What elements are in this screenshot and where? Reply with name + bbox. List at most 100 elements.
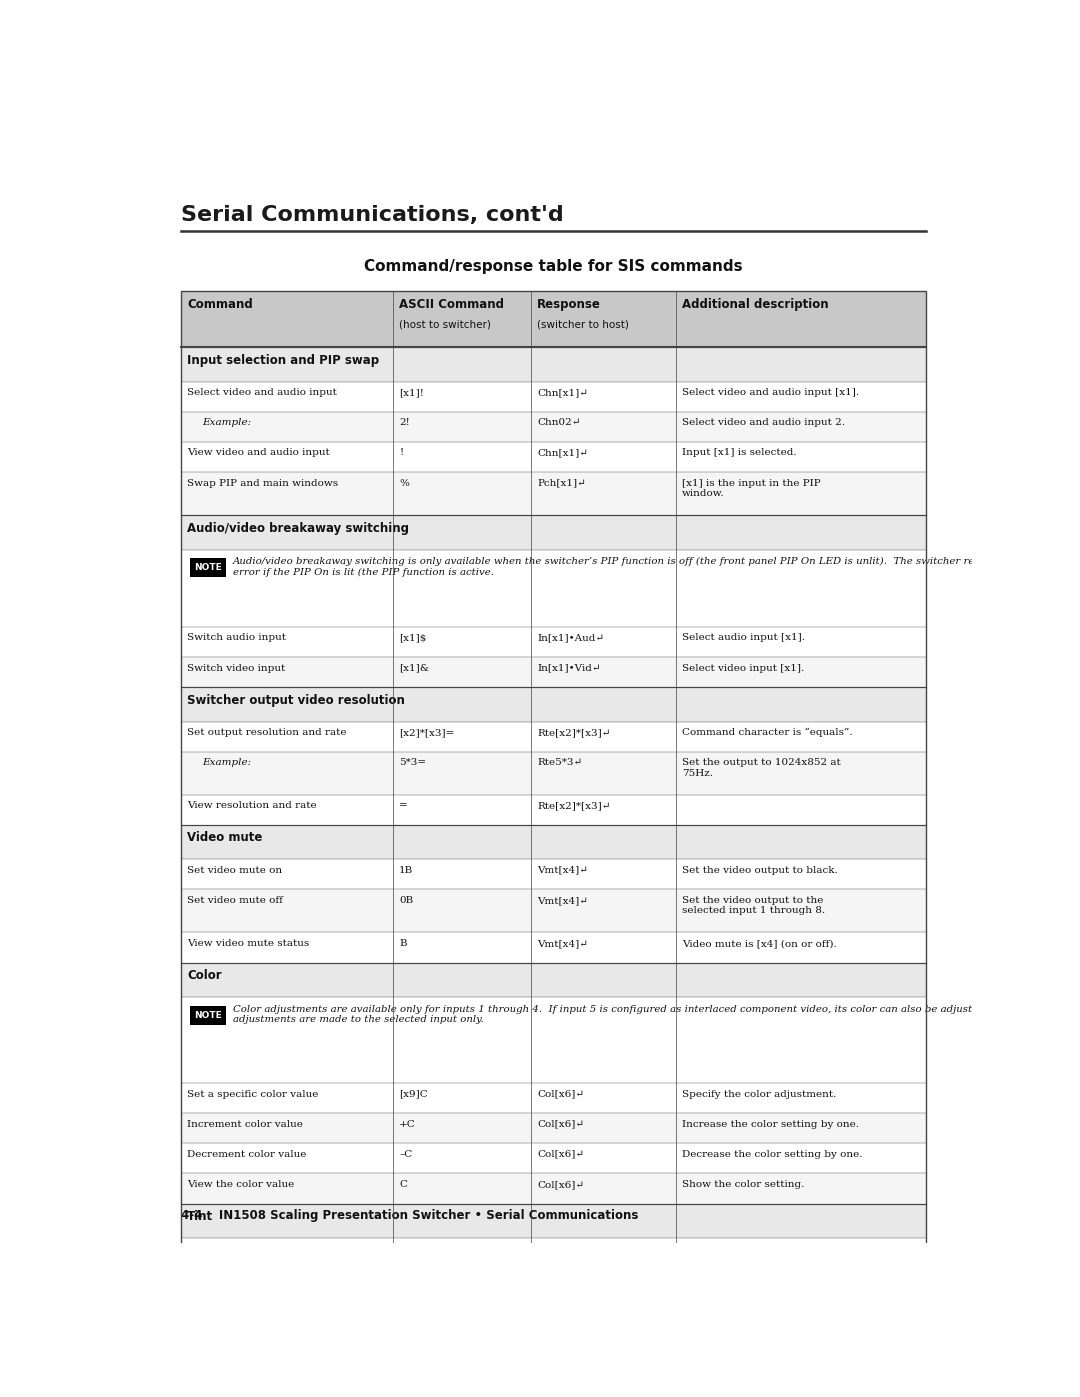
Text: Increase the tint setting by one.: Increase the tint setting by one.	[683, 1329, 851, 1337]
Text: Tint: Tint	[187, 1210, 213, 1222]
Bar	[181, 1322, 926, 1352]
Text: Switcher output video resolution: Switcher output video resolution	[187, 694, 405, 707]
Bar	[190, 1006, 226, 1025]
Text: Example:: Example:	[202, 418, 251, 427]
Text: Chn[x1]↵: Chn[x1]↵	[537, 448, 588, 457]
Text: Switch audio input: Switch audio input	[187, 633, 286, 643]
Text: Specify the color adjustment.: Specify the color adjustment.	[683, 1090, 837, 1098]
Bar	[190, 559, 226, 577]
Text: (switcher to host): (switcher to host)	[537, 320, 629, 330]
Text: %: %	[400, 479, 409, 488]
Text: (host to switcher): (host to switcher)	[400, 320, 491, 330]
Bar	[181, 515, 926, 549]
Text: 0B: 0B	[400, 895, 414, 905]
Text: Set the video output to black.: Set the video output to black.	[683, 866, 838, 875]
Text: Pch[x1]↵: Pch[x1]↵	[537, 479, 585, 488]
Text: [x1]!: [x1]!	[400, 388, 424, 397]
Bar	[190, 1246, 226, 1266]
Text: Decrement color value: Decrement color value	[187, 1150, 307, 1158]
Text: +T: +T	[400, 1329, 415, 1337]
Text: [x9]C: [x9]C	[400, 1090, 428, 1098]
Text: Vmt[x4]↵: Vmt[x4]↵	[537, 866, 588, 875]
Text: Select video and audio input 2.: Select video and audio input 2.	[683, 418, 846, 427]
Text: View the color value: View the color value	[187, 1180, 294, 1189]
Bar	[181, 795, 926, 824]
Bar	[181, 752, 926, 795]
Text: Set video mute on: Set video mute on	[187, 866, 282, 875]
Text: Decrement tint value: Decrement tint value	[187, 1358, 298, 1368]
Text: In[x1]•Vid↵: In[x1]•Vid↵	[537, 664, 600, 672]
Text: Set output resolution and rate: Set output resolution and rate	[187, 728, 347, 738]
Text: View video mute status: View video mute status	[187, 939, 309, 949]
Text: [x2]*[x3]=: [x2]*[x3]=	[400, 728, 455, 738]
Text: C: C	[400, 1180, 407, 1189]
Text: Video mute is [x4] (on or off).: Video mute is [x4] (on or off).	[683, 939, 837, 949]
Bar	[181, 627, 926, 657]
Bar	[181, 348, 926, 381]
Text: Rte[x2]*[x3]↵: Rte[x2]*[x3]↵	[537, 728, 610, 738]
Text: View video and audio input: View video and audio input	[187, 448, 329, 457]
Bar	[181, 441, 926, 472]
Bar	[181, 292, 926, 1397]
Bar	[181, 1143, 926, 1173]
Text: Audio/video breakaway switching is only available when the switcher’s PIP functi: Audio/video breakaway switching is only …	[233, 557, 1077, 577]
Text: Increment color value: Increment color value	[187, 1119, 302, 1129]
Bar	[181, 1083, 926, 1113]
Bar	[181, 549, 926, 627]
Text: Tin[x6]↵: Tin[x6]↵	[537, 1389, 583, 1397]
Text: Col[x6]↵: Col[x6]↵	[537, 1150, 584, 1158]
Text: NOTE: NOTE	[194, 1011, 222, 1020]
Text: Response: Response	[537, 298, 600, 310]
Text: Set a specific color value: Set a specific color value	[187, 1090, 319, 1098]
Text: 4-4    IN1508 Scaling Presentation Switcher • Serial Communications: 4-4 IN1508 Scaling Presentation Switcher…	[181, 1208, 638, 1222]
Bar	[181, 1113, 926, 1143]
Text: +C: +C	[400, 1119, 416, 1129]
Text: [x1] is the input in the PIP
window.: [x1] is the input in the PIP window.	[683, 479, 821, 497]
Bar	[181, 381, 926, 412]
Bar	[181, 997, 926, 1083]
Text: Switch video input: Switch video input	[187, 664, 285, 672]
Text: Tin[x6]↵: Tin[x6]↵	[537, 1298, 583, 1308]
Text: Increment tint value: Increment tint value	[187, 1329, 295, 1337]
Text: Tint adjustments are available only for inputs 1 through 4.  Tint adjustments ar: Tint adjustments are available only for …	[233, 1246, 815, 1255]
Text: 1B: 1B	[400, 866, 414, 875]
Text: Show the color setting.: Show the color setting.	[683, 1180, 805, 1189]
Bar	[181, 859, 926, 890]
Text: [x1]$: [x1]$	[400, 633, 427, 643]
Text: Increase the color setting by one.: Increase the color setting by one.	[683, 1119, 860, 1129]
Text: Tin[x6]↵: Tin[x6]↵	[537, 1329, 583, 1337]
Text: Command: Command	[187, 298, 253, 310]
Text: Select video and audio input [x1].: Select video and audio input [x1].	[683, 388, 860, 397]
Text: Color: Color	[187, 970, 221, 982]
Text: Vmt[x4]↵: Vmt[x4]↵	[537, 895, 588, 905]
Text: –T: –T	[400, 1358, 411, 1368]
Text: [x9]T: [x9]T	[400, 1298, 427, 1308]
Text: Vmt[x4]↵: Vmt[x4]↵	[537, 939, 588, 949]
Text: Command/response table for SIS commands: Command/response table for SIS commands	[364, 258, 743, 274]
Text: View the tint value: View the tint value	[187, 1389, 286, 1397]
Text: Input selection and PIP swap: Input selection and PIP swap	[187, 353, 379, 367]
Bar	[181, 1292, 926, 1322]
Text: Select audio input [x1].: Select audio input [x1].	[683, 633, 806, 643]
Text: Set a specific tint value: Set a specific tint value	[187, 1298, 310, 1308]
Bar	[181, 963, 926, 997]
Text: [x1]&: [x1]&	[400, 664, 429, 672]
Text: Serial Communications, cont'd: Serial Communications, cont'd	[181, 205, 564, 225]
Bar	[181, 890, 926, 932]
Bar	[181, 932, 926, 963]
Text: NOTE: NOTE	[194, 563, 222, 573]
Bar	[181, 1204, 926, 1238]
Text: Show the tint setting.: Show the tint setting.	[683, 1389, 797, 1397]
Text: Set video mute off: Set video mute off	[187, 895, 283, 905]
Text: Additional description: Additional description	[683, 298, 828, 310]
Text: Example:: Example:	[202, 759, 251, 767]
Bar	[181, 1238, 926, 1292]
Bar	[181, 1173, 926, 1204]
Text: Tin[x6]↵: Tin[x6]↵	[537, 1358, 583, 1368]
Text: T: T	[400, 1389, 406, 1397]
Text: Set the output to 1024x852 at
75Hz.: Set the output to 1024x852 at 75Hz.	[683, 759, 841, 778]
Bar	[181, 472, 926, 515]
Text: Decrease the color setting by one.: Decrease the color setting by one.	[683, 1150, 863, 1158]
Text: Video mute: Video mute	[187, 831, 262, 844]
Text: Chn[x1]↵: Chn[x1]↵	[537, 388, 588, 397]
